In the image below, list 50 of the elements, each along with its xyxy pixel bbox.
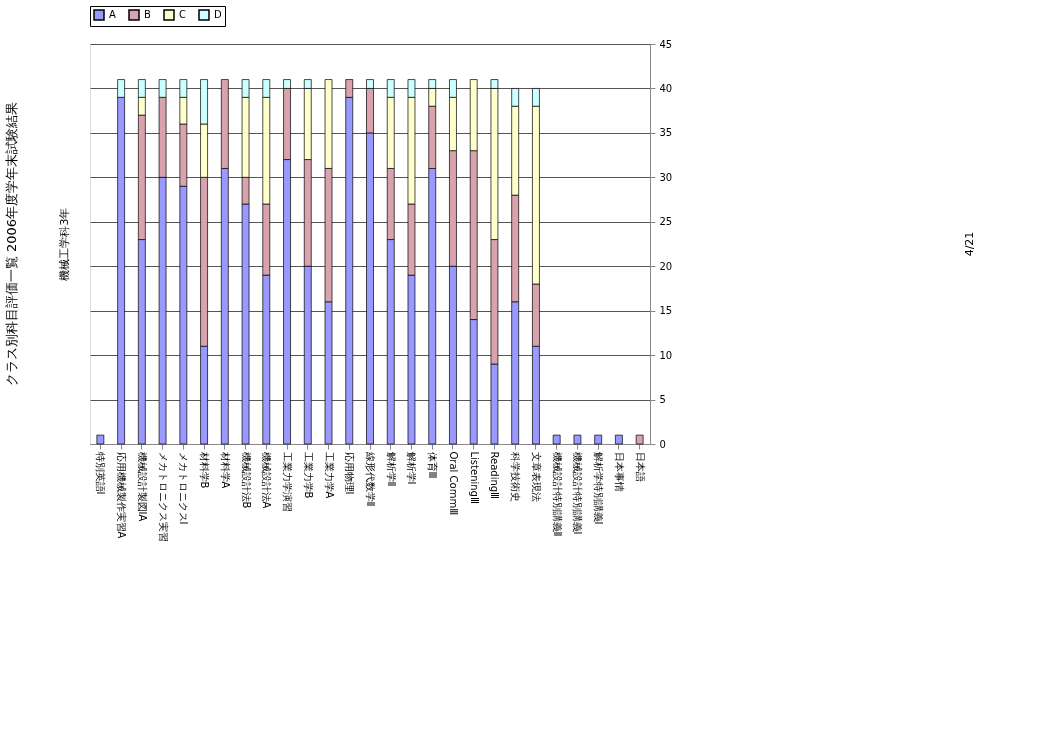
y-tick-label: 30 xyxy=(659,171,673,183)
bar xyxy=(594,434,602,445)
x-tick-label: 解析学特別講義Ⅰ xyxy=(593,451,605,525)
x-tick-label: 工業力学演習 xyxy=(282,451,294,512)
x-tick-label: ReadingⅢ xyxy=(489,451,501,499)
x-tick-label: 材料学B xyxy=(199,450,211,489)
x-tick-label: メカトロニクス実習 xyxy=(157,451,169,542)
x-tick-label: ListeningⅢ xyxy=(468,451,480,504)
x-tick-label: 体育Ⅲ xyxy=(427,451,439,479)
x-tick-label: 機械設計特別講義Ⅰ xyxy=(572,451,584,535)
bar xyxy=(96,434,105,445)
y-tick-label: 0 xyxy=(659,438,666,450)
legend-label: C xyxy=(179,9,186,20)
bar xyxy=(635,434,644,445)
x-tick-label: 材料学A xyxy=(219,450,231,489)
x-tick-label: 特別英語Ⅰ xyxy=(95,451,107,495)
x-tick-label: 応用物理Ⅰ xyxy=(344,451,356,495)
text: クラス別科目評価一覧 2006年度学年末試験結果 xyxy=(3,101,19,387)
x-tick-label: 工業力学A xyxy=(323,451,335,499)
text: 機械工学科3年 xyxy=(57,207,71,281)
x-tick-label: 機械設計特別講義Ⅱ xyxy=(551,451,563,537)
x-tick-label: 文章表現法 xyxy=(530,451,542,502)
x-tick-label: 機械設計製図ⅠA xyxy=(136,451,148,522)
legend-label: A xyxy=(109,9,116,20)
legend-label: B xyxy=(144,9,151,20)
x-tick-label: 科学技術史 xyxy=(510,451,522,502)
y-tick-label: 5 xyxy=(659,394,666,406)
y-tick-label: 10 xyxy=(659,349,673,361)
x-tick-label: 線形代数学Ⅱ xyxy=(365,450,376,507)
y-tick-label: 25 xyxy=(659,216,673,228)
x-tick-label: 応用機械製作実習A xyxy=(116,451,128,539)
x-tick-label: 工業力学B xyxy=(302,451,314,499)
x-tick-label: 解析学Ⅰ xyxy=(406,451,418,485)
x-tick-label: Oral CommⅢ xyxy=(447,451,459,516)
y-tick-label: 35 xyxy=(659,127,673,139)
x-tick-label: 解析学Ⅱ xyxy=(385,451,397,487)
y-tick-label: 15 xyxy=(659,305,673,317)
y-tick-label: 20 xyxy=(659,260,673,272)
y-tick-label: 45 xyxy=(659,38,673,50)
legend-label: D xyxy=(214,9,222,20)
x-tick-label: 機械設計法A xyxy=(261,451,273,509)
x-tick-label: 機械設計法B xyxy=(240,451,252,509)
x-tick-label: 日本語 xyxy=(634,451,646,482)
x-tick-label: メカトロニクスⅠ xyxy=(178,451,190,525)
text: 4/21 xyxy=(963,231,976,257)
x-tick-label: 日本事情 xyxy=(613,451,625,492)
bar xyxy=(573,434,582,445)
bar xyxy=(615,434,623,445)
bar xyxy=(552,434,561,445)
y-tick-label: 40 xyxy=(659,82,673,94)
